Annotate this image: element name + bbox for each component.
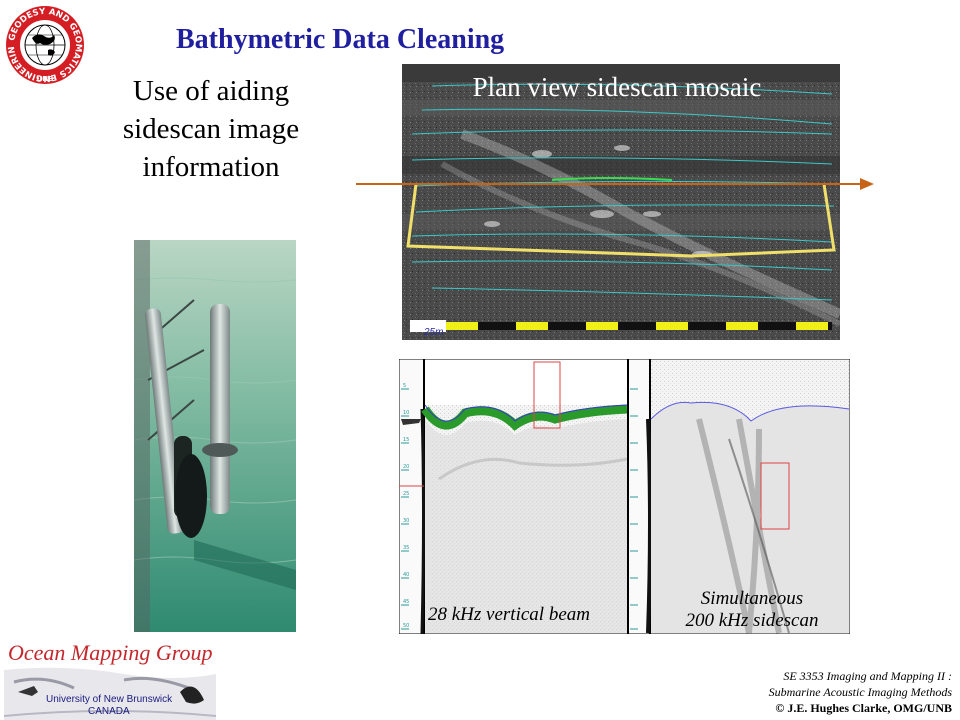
selection-box (406, 183, 836, 258)
mosaic-label: Plan view sidescan mosaic (472, 72, 762, 102)
depth-tick-label: 20 (403, 464, 409, 470)
subtitle-line: Use of aiding (132, 75, 290, 107)
scale-bar-segments (446, 322, 828, 330)
vertical-beam-caption: 28 kHz vertical beam (428, 604, 590, 625)
omg-title: Ocean Mapping Group (8, 640, 213, 665)
omg-country: CANADA (88, 706, 130, 717)
depth-tick-label: 45 (403, 599, 409, 605)
sidescan-caption-line: Simultaneous (700, 588, 804, 609)
course-info: SE 3353 Imaging and Mapping II : Submari… (769, 668, 952, 716)
towfish-photo (134, 240, 296, 632)
profile-line-arrow (356, 178, 874, 190)
scale-bar-label: 25m (424, 327, 444, 338)
depth-tick-label: 25 (403, 491, 409, 497)
logo-bottom-text: UNB (37, 75, 54, 83)
sidescan-caption: Simultaneous 200 kHz sidescan (662, 588, 842, 632)
copyright-text: © J.E. Hughes Clarke, OMG/UNB (775, 701, 952, 715)
depth-tick-label: 5 (403, 383, 406, 389)
course-line: SE 3353 Imaging and Mapping II : (783, 669, 952, 683)
depth-tick-label: 10 (403, 410, 409, 416)
slide-subtitle: Use of aiding sidescan image information (96, 72, 326, 186)
subtitle-line: information (142, 151, 280, 183)
depth-tick-label: 30 (403, 518, 409, 524)
omg-university: University of New Brunswick (46, 694, 173, 705)
depth-tick-label: 15 (403, 437, 409, 443)
depth-tick-label: 50 (403, 623, 409, 629)
slide-title: Bathymetric Data Cleaning (176, 24, 505, 55)
sidescan-caption-line: 200 kHz sidescan (685, 610, 819, 631)
sidescan-mosaic (402, 64, 840, 340)
depth-tick-label: 35 (403, 545, 409, 551)
subtitle-line: sidescan image (122, 113, 300, 145)
course-line: Submarine Acoustic Imaging Methods (768, 685, 952, 699)
omg-logo (4, 636, 216, 720)
echogram-panels: 5 10 15 20 25 30 35 40 45 50 (399, 359, 850, 634)
unb-geodesy-logo: GEODESY AND GEOMATICS ENGINEERING UNB (4, 4, 84, 84)
depth-tick-label: 40 (403, 572, 409, 578)
survey-track-lines (411, 83, 835, 301)
